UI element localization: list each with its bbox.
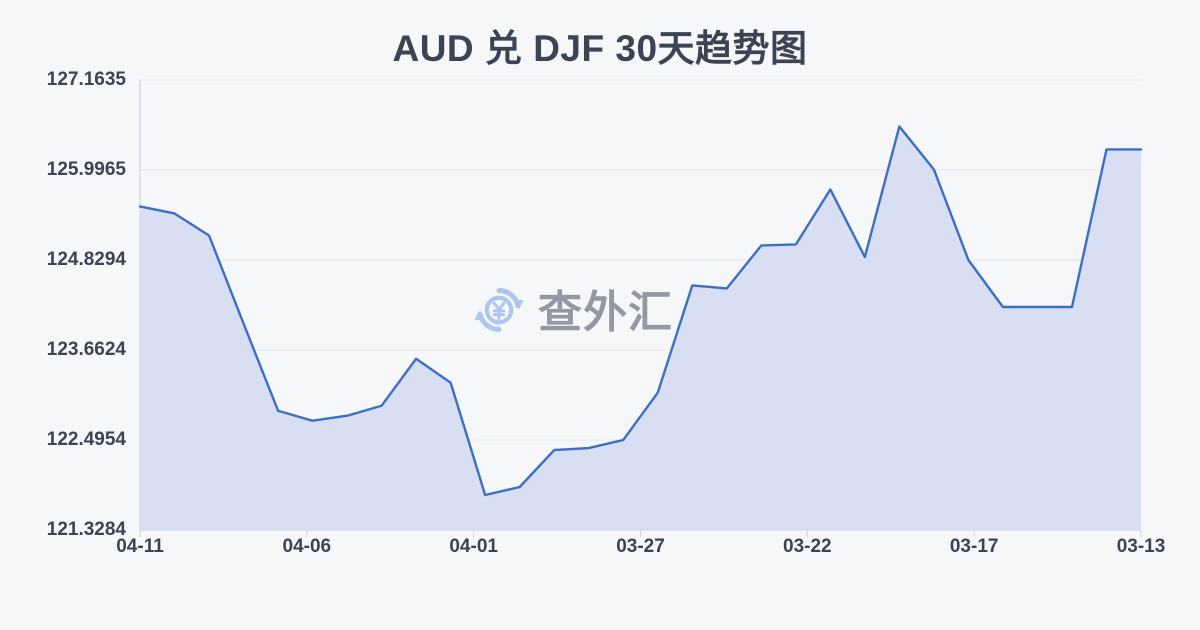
x-axis-tick-label: 03-17: [949, 536, 999, 557]
y-axis-tick-label: 121.3284: [46, 519, 126, 540]
trend-line: [138, 125, 1143, 497]
x-tick-marks: [139, 530, 1142, 537]
x-axis-tick-label: 04-11: [116, 536, 164, 557]
y-axis-tick-label: 124.8294: [46, 249, 126, 270]
y-axis-tick-label: 125.9965: [46, 158, 126, 180]
y-axis-tick-label: 127.1635: [46, 69, 126, 90]
x-axis-tick-label: 04-06: [282, 536, 332, 557]
area-fill: [140, 126, 1141, 531]
y-axis-tick-label: 122.4954: [46, 429, 126, 450]
y-axis-tick-label: 123.6624: [46, 339, 126, 360]
x-axis-tick-label: 03-22: [783, 536, 832, 557]
x-axis-tick-label: 04-01: [449, 536, 498, 557]
x-axis-tick-label: 03-27: [616, 536, 665, 557]
x-axis-tick-label: 03-13: [1116, 536, 1166, 557]
page-title: AUD 兑 DJF 30天趋势图: [392, 28, 808, 69]
